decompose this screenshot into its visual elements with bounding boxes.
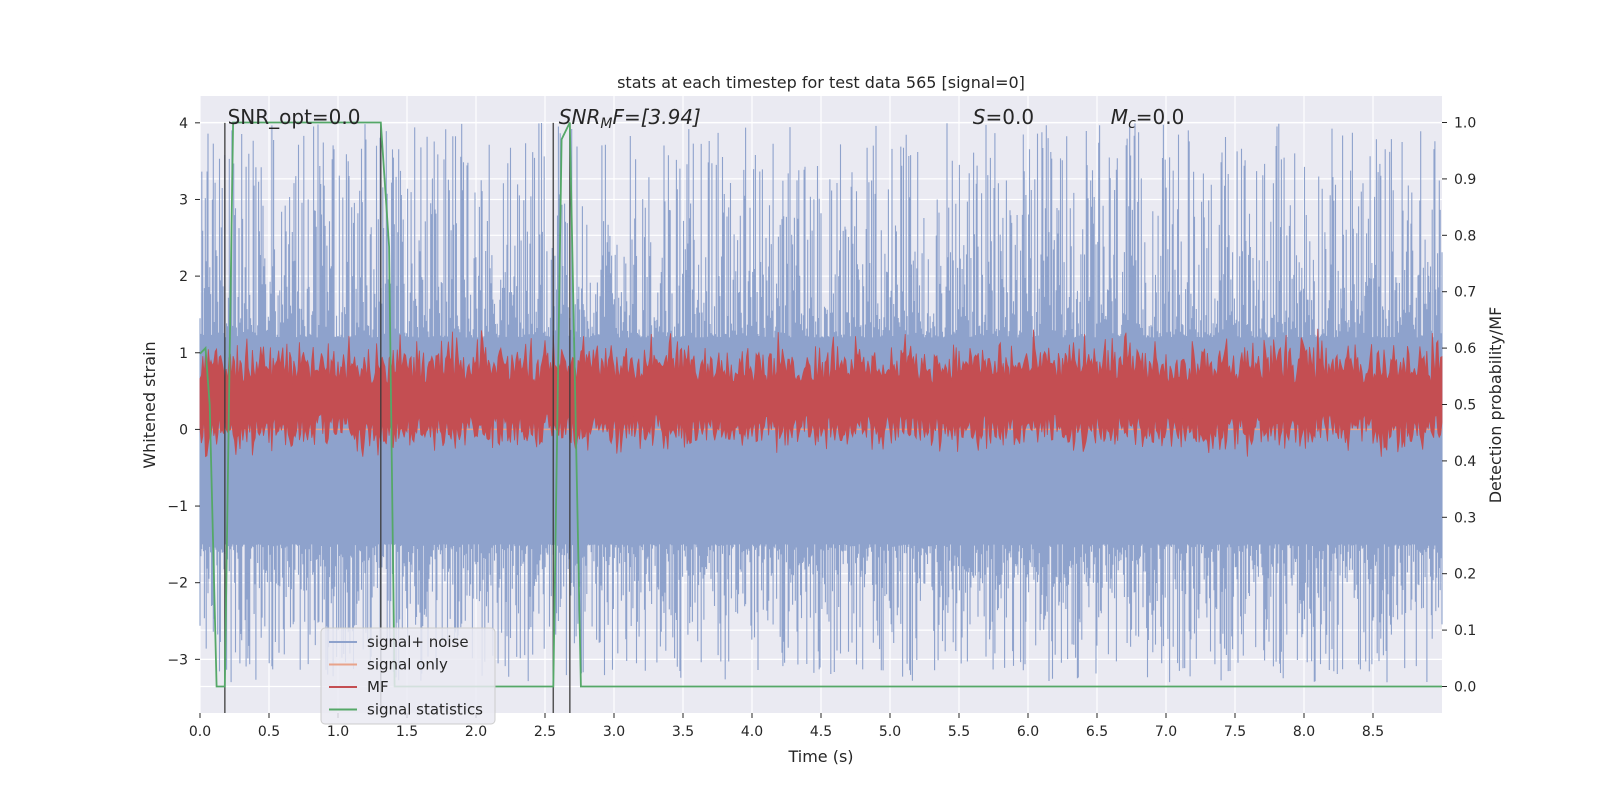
y2-tick-label: 0.7 bbox=[1454, 285, 1476, 301]
x-tick-label: 4.0 bbox=[741, 724, 763, 740]
x-tick-label: 7.0 bbox=[1155, 724, 1177, 740]
x-tick-label: 5.5 bbox=[948, 724, 970, 740]
y2-tick-label: 0.0 bbox=[1454, 679, 1476, 695]
x-tick-label: 6.5 bbox=[1086, 724, 1108, 740]
y2-tick-label: 0.4 bbox=[1454, 454, 1476, 470]
y-tick-label: 4 bbox=[179, 116, 188, 132]
annotation: Mc=0.0 bbox=[1111, 105, 1185, 132]
y-tick-label: 2 bbox=[179, 269, 188, 285]
y-tick-label: 0 bbox=[179, 422, 188, 438]
x-tick-label: 8.5 bbox=[1362, 724, 1384, 740]
x-tick-label: 8.0 bbox=[1293, 724, 1315, 740]
legend-label: signal+ noise bbox=[367, 633, 469, 651]
y2-tick-label: 1.0 bbox=[1454, 116, 1476, 132]
y-axis-label: Whitened strain bbox=[140, 341, 159, 468]
y-tick-label: 1 bbox=[179, 346, 188, 362]
x-tick-label: 3.5 bbox=[672, 724, 694, 740]
x-tick-label: 2.5 bbox=[534, 724, 556, 740]
y2-axis-label: Detection probability/MF bbox=[1486, 307, 1505, 504]
plot-content bbox=[199, 121, 1443, 713]
x-tick-label: 3.0 bbox=[603, 724, 625, 740]
annotation: SNRMF=[3.94] bbox=[559, 105, 701, 132]
annotation: S=0.0 bbox=[973, 105, 1034, 129]
annotations: SNR_opt=0.0 SNRMF=[3.94] S=0.0 Mc=0.0 bbox=[228, 105, 1185, 132]
annotation: SNR_opt=0.0 bbox=[228, 105, 361, 129]
x-tick-label: 7.5 bbox=[1224, 724, 1246, 740]
signal-statistics-line bbox=[199, 121, 1442, 688]
x-tick-label: 6.0 bbox=[1017, 724, 1039, 740]
y-tick-label: 3 bbox=[179, 192, 188, 208]
legend-box bbox=[320, 627, 496, 725]
legend: signal+ noise signal only MF signal statist… bbox=[320, 627, 496, 725]
x-axis-label: Time (s) bbox=[787, 747, 853, 766]
x-tick-label: 1.0 bbox=[327, 724, 349, 740]
y2-tick-label: 0.8 bbox=[1454, 228, 1476, 244]
x-tick-label: 5.0 bbox=[879, 724, 901, 740]
y-tick-label: −3 bbox=[167, 652, 188, 668]
y-tick-label: −2 bbox=[167, 576, 188, 592]
x-tick-label: 1.5 bbox=[396, 724, 418, 740]
legend-label: signal statistics bbox=[367, 701, 483, 719]
chart-title: stats at each timestep for test data 565… bbox=[617, 73, 1025, 92]
x-tick-label: 2.0 bbox=[465, 724, 487, 740]
legend-label: signal only bbox=[367, 656, 448, 674]
mf-line bbox=[199, 328, 1443, 458]
x-tick-label: 4.5 bbox=[810, 724, 832, 740]
x-tick-label: 0.5 bbox=[258, 724, 280, 740]
y2-tick-label: 0.9 bbox=[1454, 172, 1476, 188]
y2-tick-label: 0.2 bbox=[1454, 567, 1476, 583]
y2-tick-label: 0.1 bbox=[1454, 623, 1476, 639]
y2-tick-label: 0.5 bbox=[1454, 398, 1476, 414]
x-tick-label: 0.0 bbox=[189, 724, 211, 740]
y-tick-label: −1 bbox=[167, 499, 188, 515]
y2-tick-label: 0.3 bbox=[1454, 510, 1476, 526]
legend-label: MF bbox=[367, 678, 389, 696]
axes: 0.0 0.5 1.0 1.5 2.0 2.5 3.0 3.5 4.0 4.5 5.0 5.5 6.0 6… bbox=[167, 116, 1476, 740]
y2-tick-label: 0.6 bbox=[1454, 341, 1476, 357]
